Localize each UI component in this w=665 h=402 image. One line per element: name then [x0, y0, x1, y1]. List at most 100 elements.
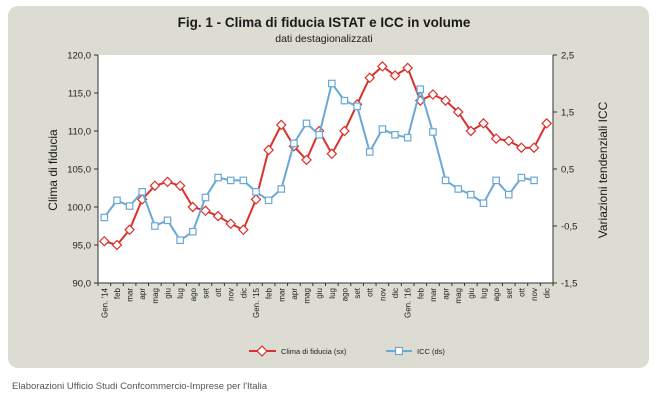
x-tick-label: apr	[442, 288, 451, 300]
clima-data-point	[275, 119, 287, 131]
icc-data-point	[100, 213, 109, 222]
icc-data-point	[353, 102, 361, 111]
clima-data-point	[263, 144, 274, 156]
clima-data-point	[516, 142, 527, 154]
y-left-tick-label: 115,0	[68, 89, 91, 100]
legend: Clima di fiducia (sx) ICC (ds)	[249, 345, 445, 357]
icc-data-point	[264, 196, 273, 205]
x-tick-label: Gen. '15	[252, 287, 261, 318]
icc-data-point	[302, 119, 311, 128]
x-tick-label: ott	[366, 287, 375, 297]
icc-data-point	[391, 131, 399, 139]
x-tick-label: Gen. '14	[100, 287, 109, 318]
y-left-tick-label: 90,0	[73, 279, 92, 290]
x-tick-label: mag	[303, 288, 312, 304]
clima-data-point	[98, 235, 110, 247]
clima-data-point	[478, 118, 489, 129]
y-axis-left: 90,0 95,0 100,0 105,0 110,0 115,0 120,0	[67, 51, 99, 290]
clima-data-point	[339, 125, 350, 137]
x-axis: Gen. '14 feb mar apr mag giu lug ago set ott nov di…	[97, 282, 554, 318]
clima-data-point	[326, 148, 338, 160]
y-right-tick-label: 1,5	[561, 108, 574, 119]
y-axis-right: -1,5 -0,5 0,5 1,5 2,5	[552, 51, 577, 290]
icc-data-point	[239, 176, 248, 185]
clima-data-point	[528, 142, 540, 154]
x-tick-label: mag	[151, 288, 160, 304]
y-left-tick-label: 120,0	[67, 51, 91, 62]
x-tick-label: ott	[517, 287, 526, 297]
x-tick-label: lug	[328, 288, 337, 299]
chart-title: Fig. 1 - Clima di fiducia ISTAT e ICC in…	[178, 15, 471, 30]
legend-label-icc: ICC (ds)	[417, 347, 445, 356]
icc-data-point	[403, 133, 412, 142]
icc-data-point	[138, 188, 147, 196]
legend-label-clima: Clima di fiducia (sx)	[281, 347, 347, 356]
icc-data-point	[416, 85, 425, 94]
x-tick-label: giu	[315, 288, 324, 299]
x-tick-label: feb	[416, 287, 425, 299]
clima-data-point	[364, 72, 376, 84]
icc-data-point	[201, 193, 210, 202]
clima-data-point	[200, 205, 211, 217]
y-right-tick-label: 2,5	[561, 51, 574, 62]
x-tick-label: lug	[479, 288, 488, 299]
x-tick-label: nov	[530, 288, 539, 301]
icc-data-point	[125, 202, 134, 210]
x-tick-label: ago	[340, 287, 349, 301]
chart-subtitle: dati destagionalizzati	[275, 33, 372, 45]
icc-data-point	[226, 176, 235, 185]
x-tick-label: lug	[176, 288, 185, 299]
y-left-tick-label: 105,0	[67, 165, 91, 176]
icc-data-point	[467, 190, 475, 199]
x-tick-label: giu	[164, 288, 173, 299]
clima-data-point	[174, 180, 186, 192]
icc-data-point	[188, 227, 197, 236]
clima-data-point	[503, 135, 515, 147]
clima-data-point	[250, 194, 262, 205]
clima-data-point	[111, 239, 123, 251]
icc-data-point	[429, 128, 437, 136]
clima-data-point	[237, 224, 249, 236]
clima-data-point	[427, 89, 439, 100]
clima-data-point	[225, 218, 237, 230]
icc-data-point	[504, 190, 513, 199]
x-tick-label: mar	[429, 288, 438, 302]
clima-data-point	[402, 62, 414, 74]
icc-data-point	[252, 188, 260, 196]
y-right-tick-label: 0,5	[561, 165, 574, 176]
y-axis-right-label: Variazioni tendenziali ICC	[596, 101, 610, 238]
icc-data-point	[454, 185, 463, 193]
clima-data-point	[187, 201, 199, 213]
x-tick-label: dic	[543, 288, 552, 298]
legend-marker-icc	[394, 346, 404, 356]
x-tick-label: apr	[290, 288, 299, 300]
clima-data-point	[149, 180, 161, 192]
icc-data-point	[365, 148, 374, 156]
clima-data-point	[541, 118, 553, 129]
icc-data-point	[340, 96, 349, 105]
y-axis-left-label: Clima di fiducia	[46, 129, 60, 211]
x-tick-label: ott	[214, 287, 223, 297]
x-tick-label: dic	[391, 288, 400, 298]
x-tick-label: nov	[378, 288, 387, 301]
clima-data-point	[389, 70, 401, 81]
series-layer	[98, 61, 553, 251]
icc-data-point	[113, 196, 121, 205]
x-tick-label: feb	[113, 287, 122, 299]
x-tick-label: set	[505, 287, 514, 298]
x-tick-label: ago	[492, 287, 501, 301]
icc-data-point	[214, 173, 222, 182]
icc-data-point	[176, 236, 184, 245]
x-tick-label: set	[353, 287, 362, 298]
x-tick-label: Gen. '16	[404, 287, 413, 318]
clima-data-point	[212, 210, 224, 222]
plot-area	[98, 55, 553, 283]
clima-data-point	[490, 133, 502, 144]
clima-data-point	[377, 61, 388, 72]
clima-data-point	[465, 125, 477, 137]
icc-data-point	[479, 199, 488, 208]
y-left-tick-label: 100,0	[67, 203, 91, 214]
x-tick-label: ago	[189, 287, 198, 301]
icc-data-point	[277, 185, 286, 193]
